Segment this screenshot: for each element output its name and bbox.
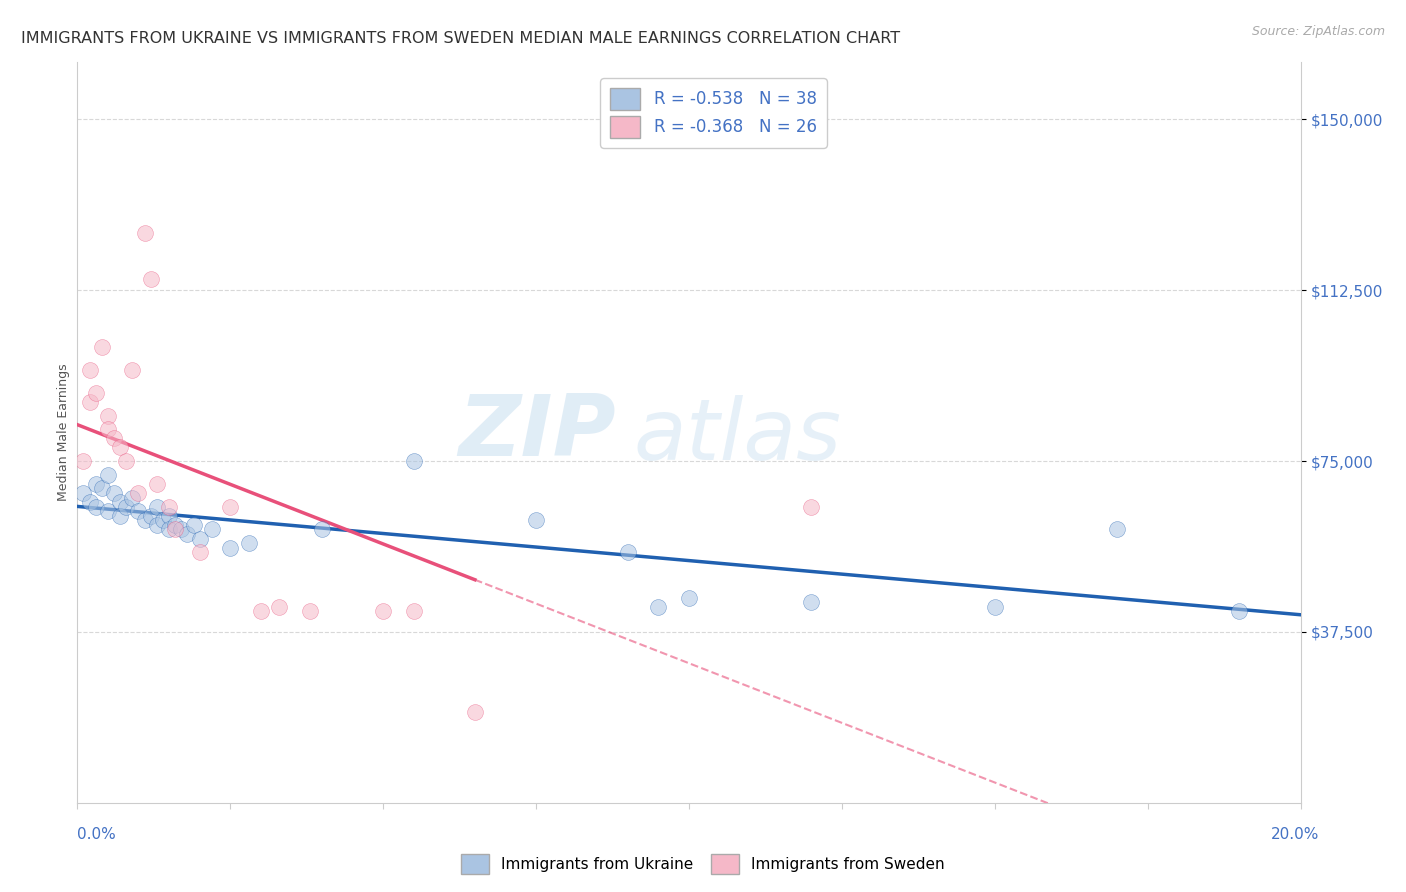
Point	[176, 527, 198, 541]
Point	[127, 504, 149, 518]
Point	[464, 705, 486, 719]
Point	[72, 454, 94, 468]
Point	[115, 454, 138, 468]
Point	[84, 385, 107, 400]
Point	[311, 523, 333, 537]
Point	[139, 272, 162, 286]
Point	[146, 500, 169, 514]
Point	[79, 395, 101, 409]
Point	[84, 500, 107, 514]
Point	[97, 504, 120, 518]
Point	[146, 517, 169, 532]
Point	[188, 532, 211, 546]
Point	[84, 476, 107, 491]
Point	[108, 508, 131, 523]
Text: 20.0%: 20.0%	[1271, 827, 1319, 841]
Point	[121, 491, 143, 505]
Text: ZIP: ZIP	[458, 391, 616, 475]
Point	[157, 508, 180, 523]
Text: IMMIGRANTS FROM UKRAINE VS IMMIGRANTS FROM SWEDEN MEDIAN MALE EARNINGS CORRELATI: IMMIGRANTS FROM UKRAINE VS IMMIGRANTS FR…	[21, 31, 900, 46]
Point	[157, 523, 180, 537]
Point	[269, 599, 291, 614]
Point	[97, 409, 120, 423]
Point	[115, 500, 138, 514]
Point	[800, 595, 823, 609]
Point	[165, 517, 187, 532]
Point	[984, 599, 1007, 614]
Point	[250, 604, 273, 618]
Point	[72, 486, 94, 500]
Point	[134, 513, 156, 527]
Point	[103, 486, 125, 500]
Point	[201, 523, 224, 537]
Point	[183, 517, 205, 532]
Y-axis label: Median Male Earnings: Median Male Earnings	[58, 364, 70, 501]
Point	[238, 536, 260, 550]
Point	[371, 604, 394, 618]
Point	[402, 604, 425, 618]
Point	[617, 545, 640, 559]
Point	[97, 467, 120, 482]
Point	[152, 513, 174, 527]
Point	[108, 495, 131, 509]
Point	[170, 523, 193, 537]
Point	[90, 340, 112, 354]
Point	[219, 500, 242, 514]
Point	[219, 541, 242, 555]
Point	[108, 441, 131, 455]
Point	[188, 545, 211, 559]
Point	[79, 495, 101, 509]
Point	[165, 523, 187, 537]
Point	[1229, 604, 1251, 618]
Point	[90, 482, 112, 496]
Point	[647, 599, 669, 614]
Point	[1107, 523, 1129, 537]
Point	[800, 500, 823, 514]
Legend: Immigrants from Ukraine, Immigrants from Sweden: Immigrants from Ukraine, Immigrants from…	[456, 848, 950, 880]
Point	[97, 422, 120, 436]
Point	[146, 476, 169, 491]
Point	[127, 486, 149, 500]
Text: Source: ZipAtlas.com: Source: ZipAtlas.com	[1251, 25, 1385, 38]
Text: atlas: atlas	[634, 395, 842, 478]
Text: 0.0%: 0.0%	[77, 827, 117, 841]
Point	[298, 604, 321, 618]
Point	[157, 500, 180, 514]
Point	[524, 513, 547, 527]
Point	[79, 363, 101, 377]
Point	[402, 454, 425, 468]
Point	[134, 227, 156, 241]
Point	[121, 363, 143, 377]
Point	[139, 508, 162, 523]
Legend: R = -0.538   N = 38, R = -0.368   N = 26: R = -0.538 N = 38, R = -0.368 N = 26	[600, 78, 827, 148]
Point	[678, 591, 700, 605]
Point	[103, 431, 125, 445]
